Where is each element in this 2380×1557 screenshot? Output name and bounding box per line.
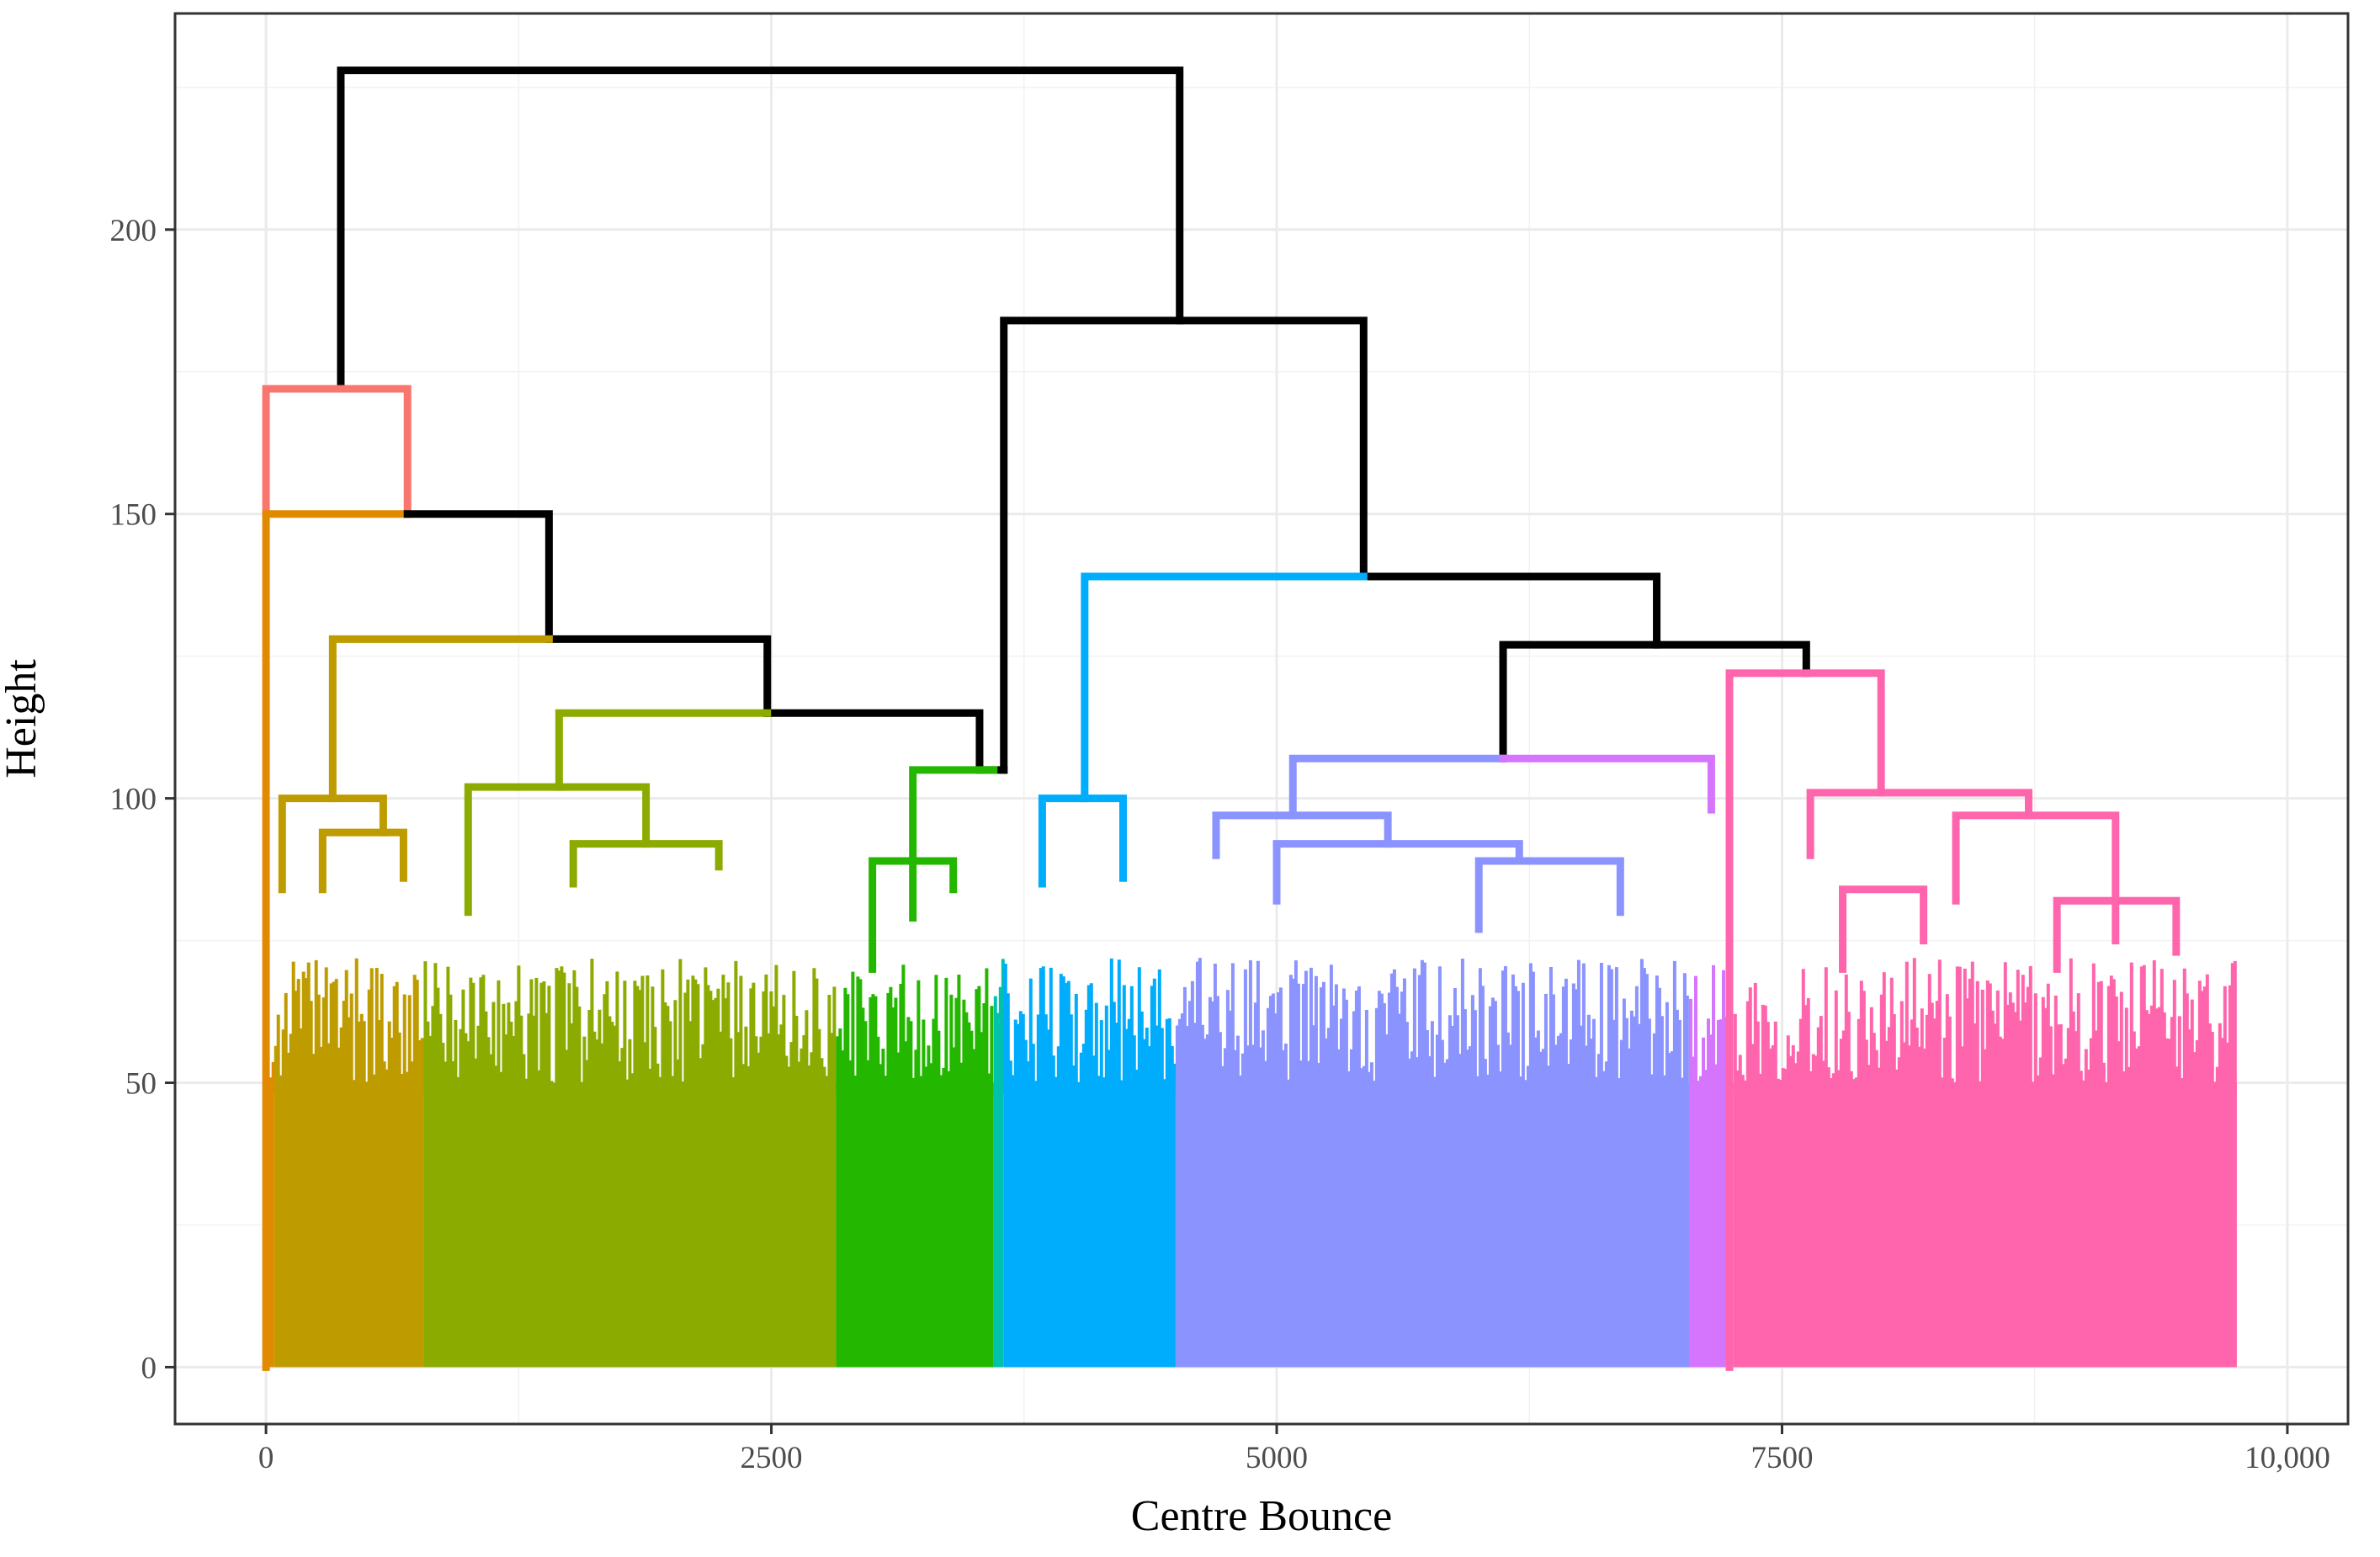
cluster-2-leaves [268,1061,275,1368]
x-axis-title: Centre Bounce [1131,1492,1392,1540]
x-tick-label: 0 [258,1441,274,1475]
dendrogram-link [1725,669,1885,1371]
x-tick-label: 5000 [1246,1441,1308,1475]
dendrogram-link [555,709,772,791]
dendrogram-link [569,840,723,888]
dendrogram-link [1499,640,1810,763]
dendrogram-link [1499,754,1715,814]
dendrogram-link [318,828,407,894]
cluster-7-leaf-block [1003,1082,1176,1368]
cluster-8-leaf-lines [1175,958,1689,1094]
cluster-8-leaves [1175,958,1689,1368]
dendrogram-link [1000,316,1368,774]
dendrogram-link [464,783,651,917]
dendrogram-link [337,66,1184,393]
cluster-3-leaves [274,958,424,1368]
dendrogram-link [1359,572,1661,649]
y-tick-label: 200 [110,214,157,248]
dendrogram-link [1806,789,2033,859]
cluster-4-leaf-block [423,1082,837,1368]
y-tick-label: 100 [110,783,157,817]
x-tick-label: 7500 [1750,1441,1813,1475]
dendrogram-link [1474,857,1624,933]
y-tick-label: 0 [141,1351,157,1385]
cluster-2-leaf-block [268,1082,274,1368]
dendrogram-link [869,857,958,973]
dendrogram-link [1081,572,1368,803]
dendrogram-link [1952,811,2120,945]
cluster-6-leaf-lines [993,959,1005,1094]
minor-gridlines [175,13,2348,1424]
dendrogram-link [2053,896,2181,973]
dendrogram-link [909,766,998,922]
panel-border [173,12,2350,1426]
cluster-7-leaf-lines [1003,958,1177,1094]
cluster-4-leaf-lines [423,959,837,1094]
cluster-6-leaf-block [993,1082,1004,1368]
cluster-2-leaf-lines [268,1061,275,1094]
y-tick-label: 150 [110,498,157,533]
dendrogram-link [403,510,553,643]
dendrogram-leaves [266,958,2237,1368]
cluster-5-leaf-block [836,1082,994,1368]
cluster-6-leaves [993,959,1005,1368]
cluster-8-leaf-block [1175,1082,1689,1368]
x-tick-label: 2500 [741,1441,803,1475]
dendrogram-link [1288,754,1507,820]
cluster-4-leaves [423,959,837,1368]
x-axis: 0 2500 5000 7500 10,000 [258,1424,2330,1475]
dendrogram-link [278,794,387,894]
y-axis: 0 50 100 150 200 [110,214,175,1385]
x-tick-label: 10,000 [2245,1441,2330,1475]
cluster-10-leaf-lines [1733,958,2237,1094]
cluster-5-leaves [836,964,994,1368]
y-axis-title: Height [0,659,45,778]
dendrogram-link [328,635,553,803]
cluster-10-leaves [1733,958,2237,1368]
cluster-7-leaves [1003,958,1177,1368]
y-tick-label: 50 [125,1067,157,1102]
dendrogram-link [1038,794,1127,888]
dendrogram-link [1212,811,1392,859]
dendrogram-link [763,709,984,774]
dendrogram-link [1839,885,1928,973]
dendrogram-links [262,66,2181,1371]
cluster-5-leaf-lines [836,964,994,1094]
dendrogram-link [1272,840,1523,905]
cluster-3-leaf-lines [274,958,424,1094]
dendrogram-link [262,510,412,1371]
dendrogram-link [545,635,772,717]
cluster-10-leaf-block [1733,1082,2237,1368]
cluster-3-leaf-block [274,1082,424,1368]
dendrogram-link [262,385,412,518]
